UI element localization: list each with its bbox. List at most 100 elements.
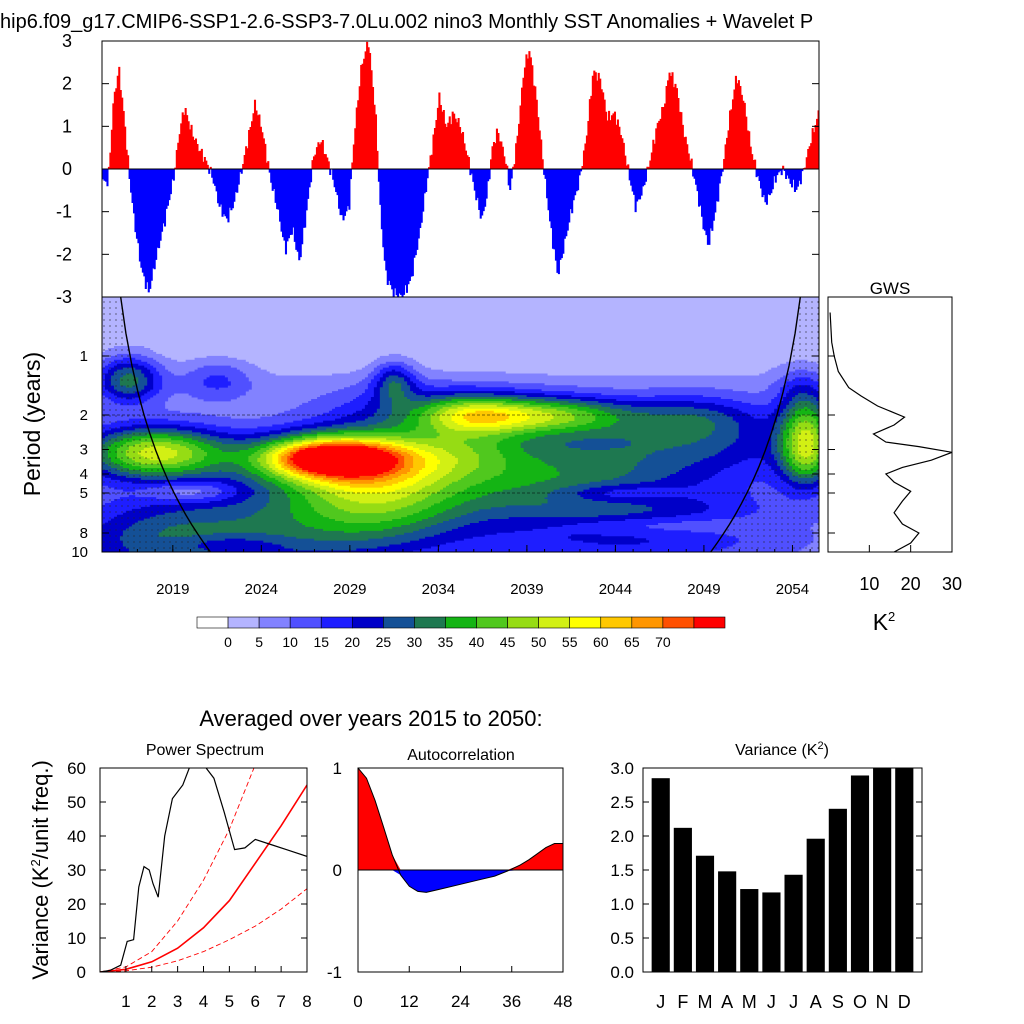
autocorrelation-title: Autocorrelation [407,747,515,764]
wavelet-axes-frame [101,296,820,553]
ps-x-tick-label: 2 [147,992,156,1011]
ps-x-tick-label: 3 [173,992,182,1011]
colorbar-swatch [631,616,664,629]
colorbar-swatch [414,616,446,629]
ac-x-tick-label: 0 [353,992,362,1011]
variance-month-label: F [677,992,688,1012]
ps-y-tick-label: 40 [67,827,86,846]
time-tick-label: 2039 [510,581,543,598]
time-tick-label: 2044 [599,581,632,598]
variance-month-label: A [721,992,733,1012]
ps-y-tick-label: 20 [67,895,86,914]
colorbar-tick-label: 40 [469,634,485,650]
variance-bar [651,778,670,972]
gws-x-tick-label: 10 [859,574,879,594]
colorbar-tick-label: 50 [531,634,547,650]
colorbar-tick-label: 60 [593,634,609,650]
sst-anomaly-panel: 3 2 1 0 -1 -2 -3 [56,31,820,307]
variance-month-label: O [853,992,867,1012]
variance-y-tick-label: 2.5 [610,793,634,812]
colorbar-tick-label: 65 [624,634,640,650]
variance-month-label: J [789,992,798,1012]
sst-y-tick-label: -1 [56,202,72,222]
variance-panel: Variance (K2) J F M A M J J A S O N D3.02.52.01.51.… [610,740,923,1012]
power-spectrum-y-label: Variance (K2/unit freq.) [28,760,53,980]
colorbar-tick-label: 20 [345,634,361,650]
gws-axes-frame [827,296,953,553]
colorbar-tick-label: 0 [224,634,232,650]
ac-y-tick-label: 0 [333,861,342,880]
colorbar-swatch [351,616,384,629]
variance-month-label: M [698,992,713,1012]
ps-x-tick-label: 7 [276,992,285,1011]
time-axis: 2019 2024 2029 2034 2039 2044 2049 2054 [119,545,811,598]
wavelet-contour-level [278,410,509,488]
variance-month-label: J [767,992,776,1012]
variance-bar [895,768,914,972]
colorbar-swatch [662,616,695,629]
wavelet-contour-level [102,367,819,552]
variance-bar [673,827,692,972]
spectrum-curve [100,768,307,972]
sst-y-tick-label: -2 [56,244,72,264]
time-tick-label: 2029 [333,581,366,598]
gws-curve [829,312,952,552]
ac-x-tick-label: 12 [400,992,419,1011]
colorbar-swatch [569,616,602,629]
ac-x-tick-label: 24 [451,992,470,1011]
colorbar-tick-label: 70 [655,634,671,650]
colorbar-swatch [383,616,415,629]
ps-y-tick-label: 50 [67,793,86,812]
variance-bar [828,808,847,972]
variance-bars [651,768,914,972]
variance-bar [806,838,825,972]
wavelet-contour-level [125,402,819,514]
colorbar-tick-label: 55 [562,634,578,650]
variance-ticks: J F M A M J J A S O N D3.02.52.01.51.00.50.0 [610,759,922,1012]
colorbar-swatch [507,616,539,629]
colorbar-swatch [445,616,477,629]
wavelet-contour-level [107,399,819,533]
power-spectrum-title: Power Spectrum [146,742,264,759]
lower-confidence-curve [100,888,307,972]
colorbar-tick-label: 35 [438,634,454,650]
sst-y-tick-label: 0 [62,159,72,179]
colorbar-swatch [196,616,229,629]
colorbar-tick-label: 15 [313,634,329,650]
period-tick-label: 3 [80,442,88,459]
colorbar: 0 5 10 15 20 25 30 35 40 45 50 55 60 65 70 [196,616,726,650]
variance-y-tick-label: 0.0 [610,963,634,982]
variance-month-label: A [810,992,822,1012]
time-tick-label: 2024 [245,581,278,598]
period-tick-label: 4 [80,466,88,483]
wavelet-contour-level [102,297,819,376]
period-axis: 1 2 3 4 5 8 10 [71,348,835,561]
positive-autocorrelation-area [358,768,563,870]
colorbar-tick-label: 25 [376,634,392,650]
period-tick-label: 10 [71,544,88,561]
colorbar-swatch [538,616,571,629]
variance-y-tick-label: 3.0 [610,759,634,778]
variance-bar [718,871,737,972]
variance-bar [762,892,781,972]
colorbar-swatch [476,616,508,629]
averaged-title: Averaged over years 2015 to 2050: [199,706,542,731]
colorbar-tick-label: 5 [255,634,263,650]
power-spectrum-panel: Power Spectrum 1 2 3 4 5 6 7 8 0 10 20 30 40 50 60 Var… [28,742,312,1011]
power-spectrum-frame [99,767,308,973]
sst-y-axis: 3 2 1 0 -1 -2 -3 [56,31,819,307]
upper-confidence-curve [100,768,255,972]
ps-y-tick-label: 10 [67,929,86,948]
colorbar-tick-label: 30 [407,634,423,650]
period-tick-label: 1 [80,348,88,365]
ac-x-tick-label: 48 [554,992,573,1011]
gws-axes-ticks: 10 20 30 [859,545,962,594]
gws-title: GWS [870,279,911,298]
variance-month-label: J [656,992,665,1012]
variance-y-tick-label: 2.0 [610,827,634,846]
variance-month-label: N [876,992,889,1012]
variance-bar [784,874,803,972]
colorbar-swatch [320,616,353,629]
ac-x-tick-label: 36 [502,992,521,1011]
